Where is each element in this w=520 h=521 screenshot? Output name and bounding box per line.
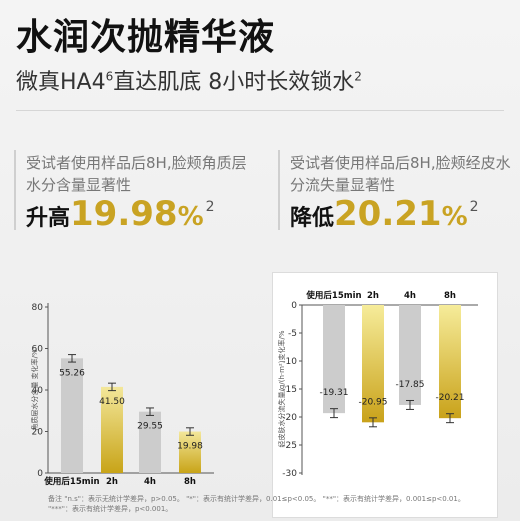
right-desc-line-1: 受试者使用样品后8H,脸颊经皮水 (290, 154, 511, 172)
page-subtitle: 微真HA46直达肌底 8小时长效锁水2 (16, 64, 362, 96)
data-label: -20.21 (435, 393, 464, 403)
data-label: -20.95 (358, 397, 387, 407)
right-stat: 降低20.21% 2 (290, 194, 479, 234)
data-label: -17.85 (395, 380, 424, 390)
bar (323, 305, 345, 414)
x-tick-label: 4h (144, 477, 156, 487)
bar (179, 431, 201, 473)
y-axis-label: 经皮肤水分流失量/g/(h·m²)变化率/% (277, 330, 286, 447)
y-axis-label: 角质层水分含量 变化率/% (30, 349, 39, 431)
right-stat-sup: 2 (469, 199, 479, 215)
subtitle-sup-2: 2 (354, 69, 362, 84)
y-tick-label: 0 (291, 301, 297, 311)
data-label: 55.26 (59, 368, 85, 378)
right-desc: 受试者使用样品后8H,脸颊经皮水 分流失量显著性 (290, 152, 511, 196)
y-tick-label: 0 (37, 469, 43, 479)
header-divider (16, 110, 504, 111)
left-stat-number: 19.98 (70, 194, 178, 234)
data-label: -19.31 (319, 388, 348, 398)
left-desc-line-1: 受试者使用样品后8H,脸颊角质层 (26, 154, 247, 172)
left-stat-label: 升高 (26, 206, 71, 231)
x-tick-label: 使用后15min (43, 476, 99, 487)
x-tick-label: 2h (106, 477, 118, 487)
bar (61, 358, 83, 473)
left-stat-unit: % (177, 202, 204, 232)
subtitle-part-b: 直达肌底 8小时长效锁水 (113, 70, 355, 95)
right-stat-number: 20.21 (334, 194, 442, 234)
left-desc-line-2: 水分含量显著性 (26, 176, 132, 194)
y-tick-label: 20 (32, 428, 44, 438)
x-tick-label: 8h (444, 291, 456, 301)
footnote-line-2: "***"：表示有统计学差异，p<0.001。 (48, 505, 173, 513)
y-tick-label: -20 (282, 413, 297, 423)
data-label: 41.50 (99, 397, 125, 407)
data-label: 19.98 (177, 442, 203, 452)
right-stat-label: 降低 (290, 206, 335, 231)
bar (362, 305, 384, 423)
right-stat-unit: % (441, 202, 468, 232)
left-panel-accent-line (14, 150, 16, 230)
y-tick-label: 60 (32, 345, 44, 355)
y-tick-label: -5 (288, 329, 297, 339)
x-tick-label: 8h (184, 477, 196, 487)
x-tick-label: 4h (404, 291, 416, 301)
x-tick-label: 2h (367, 291, 379, 301)
subtitle-part-a: 微真HA4 (16, 70, 106, 95)
y-tick-label: -10 (282, 357, 297, 367)
right-panel-accent-line (278, 150, 280, 230)
left-desc: 受试者使用样品后8H,脸颊角质层 水分含量显著性 (26, 152, 247, 196)
bar (439, 305, 461, 419)
bar (399, 305, 421, 405)
y-tick-label: 80 (32, 303, 44, 313)
bar (101, 386, 123, 473)
y-tick-label: -30 (282, 469, 297, 479)
left-stat: 升高19.98% 2 (26, 194, 215, 234)
right-desc-line-2: 分流失量显著性 (290, 176, 396, 194)
footnote-line-1: 备注 "n.s"：表示无统计学差异，p>0.05。 "*"：表示有统计学差异，0… (48, 495, 465, 503)
y-tick-label: -25 (282, 441, 297, 451)
y-tick-label: 40 (32, 386, 44, 396)
x-tick-label: 使用后15min (305, 290, 361, 301)
subtitle-sup: 6 (105, 69, 114, 84)
bar (139, 411, 161, 473)
data-label: 29.55 (137, 422, 163, 432)
y-tick-label: -15 (282, 385, 297, 395)
left-stat-sup: 2 (205, 199, 215, 215)
page-title: 水润次抛精华液 (16, 17, 276, 58)
